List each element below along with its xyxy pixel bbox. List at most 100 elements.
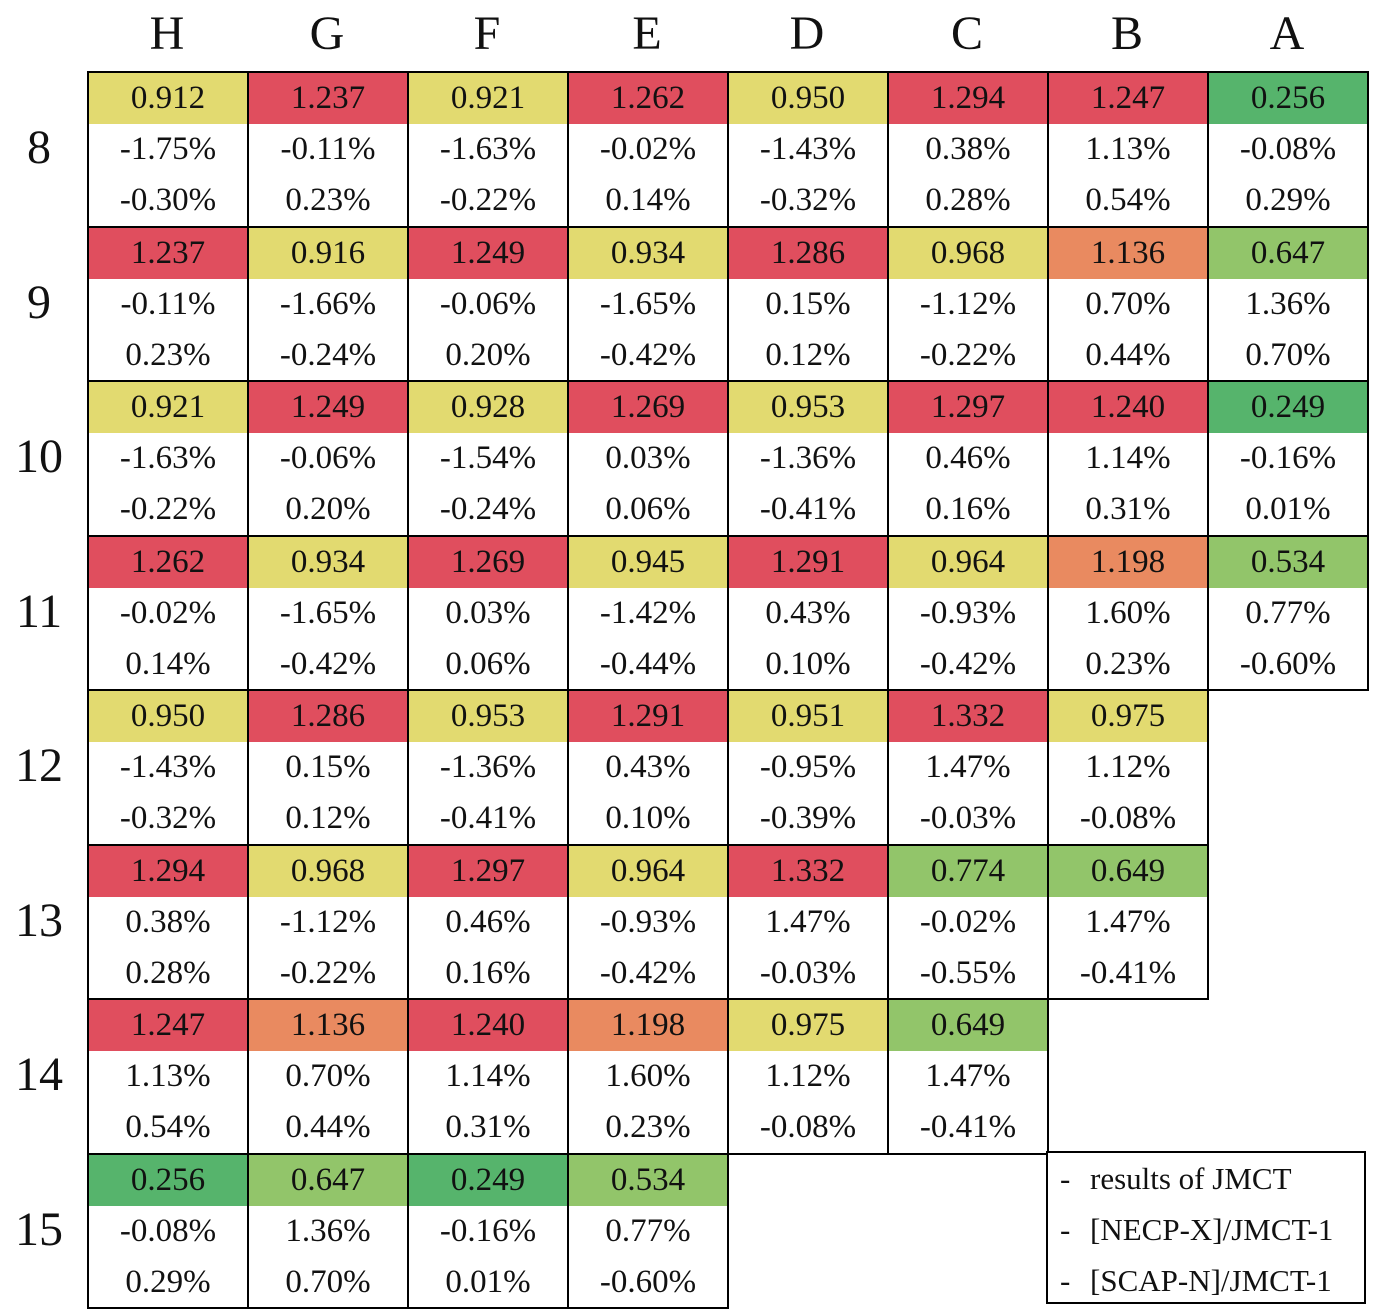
- scap-deviation: -0.30%: [119, 182, 217, 218]
- necp-deviation: -0.02%: [919, 903, 1017, 940]
- jmct-value: 1.294: [889, 73, 1047, 124]
- row-header-11: 11: [15, 584, 63, 638]
- necp-deviation: 0.70%: [285, 1058, 371, 1094]
- row-header-9: 9: [27, 275, 51, 329]
- cell-D-11: 1.291 0.43% 0.10%: [727, 534, 889, 691]
- cell-C-14: 0.649 1.47% -0.41%: [887, 998, 1049, 1155]
- cell-A-8: 0.256 -0.08% 0.29%: [1207, 71, 1369, 228]
- scap-deviation: -0.24%: [439, 491, 537, 527]
- cell-E-15: 0.534 0.77% -0.60%: [567, 1152, 729, 1309]
- necp-deviation: 0.70%: [1085, 285, 1171, 322]
- cell-H-14: 1.247 1.13% 0.54%: [87, 998, 249, 1155]
- cell-G-10: 1.249 -0.06% 0.20%: [247, 380, 409, 537]
- necp-deviation: 0.46%: [925, 440, 1011, 476]
- cell-H-11: 1.262 -0.02% 0.14%: [87, 534, 249, 691]
- row-header-8: 8: [27, 121, 51, 175]
- scap-deviation: -0.55%: [919, 954, 1017, 991]
- necp-deviation: -1.65%: [599, 285, 697, 322]
- scap-deviation: 0.16%: [925, 491, 1011, 527]
- necp-deviation: 0.38%: [925, 131, 1011, 167]
- necp-deviation: -1.43%: [119, 749, 217, 785]
- scap-deviation: -0.24%: [279, 336, 377, 373]
- cell-G-12: 1.286 0.15% 0.12%: [247, 689, 409, 846]
- jmct-value: 1.291: [569, 691, 727, 742]
- column-header-B: B: [1110, 7, 1143, 60]
- column-header-A: A: [1269, 7, 1305, 60]
- cell-F-10: 0.928 -1.54% -0.24%: [407, 380, 569, 537]
- scap-deviation: -0.08%: [1079, 800, 1177, 836]
- necp-deviation: 1.12%: [765, 1058, 851, 1094]
- scap-deviation: -0.08%: [759, 1109, 857, 1145]
- column-header-D: D: [789, 7, 825, 60]
- cell-B-10: 1.240 1.14% 0.31%: [1047, 380, 1209, 537]
- cell-H-8: 0.912 -1.75% -0.30%: [87, 71, 249, 228]
- necp-deviation: 0.15%: [285, 749, 371, 785]
- necp-deviation: -0.11%: [120, 285, 216, 322]
- scap-deviation: -0.42%: [599, 954, 697, 991]
- jmct-value: 1.291: [729, 536, 887, 588]
- cell-A-11: 0.534 0.77% -0.60%: [1207, 534, 1369, 691]
- jmct-value: 1.237: [249, 73, 407, 124]
- necp-deviation: -0.06%: [439, 285, 537, 322]
- jmct-value: 0.950: [89, 691, 247, 742]
- scap-deviation: 0.20%: [285, 491, 371, 527]
- cell-E-8: 1.262 -0.02% 0.14%: [567, 71, 729, 228]
- jmct-value: 1.136: [249, 1000, 407, 1051]
- cell-F-15: 0.249 -0.16% 0.01%: [407, 1152, 569, 1309]
- scap-deviation: -0.41%: [759, 491, 857, 527]
- necp-deviation: -0.95%: [759, 749, 857, 785]
- scap-deviation: 0.54%: [1085, 182, 1171, 218]
- scap-deviation: -0.42%: [599, 336, 697, 373]
- necp-deviation: 1.36%: [1245, 285, 1331, 322]
- scap-deviation: 0.10%: [605, 800, 691, 836]
- necp-deviation: -1.66%: [279, 285, 377, 322]
- scap-deviation: 0.01%: [1245, 491, 1331, 527]
- jmct-value: 0.921: [409, 73, 567, 124]
- necp-deviation: 0.77%: [1245, 594, 1331, 631]
- scap-deviation: 0.14%: [125, 645, 211, 682]
- scap-deviation: -0.32%: [119, 800, 217, 836]
- necp-deviation: -1.36%: [759, 440, 857, 476]
- necp-deviation: 1.60%: [605, 1058, 691, 1094]
- jmct-value: 0.534: [569, 1154, 727, 1206]
- scap-deviation: 0.28%: [925, 182, 1011, 218]
- scap-deviation: 0.12%: [285, 800, 371, 836]
- necp-deviation: -1.12%: [919, 285, 1017, 322]
- scap-deviation: 0.16%: [445, 954, 531, 991]
- cell-F-14: 1.240 1.14% 0.31%: [407, 998, 569, 1155]
- cell-C-12: 1.332 1.47% -0.03%: [887, 689, 1049, 846]
- scap-deviation: 0.12%: [765, 336, 851, 373]
- jmct-value: 0.928: [409, 382, 567, 433]
- cell-D-12: 0.951 -0.95% -0.39%: [727, 689, 889, 846]
- jmct-value: 0.534: [1209, 536, 1367, 588]
- cell-E-12: 1.291 0.43% 0.10%: [567, 689, 729, 846]
- cell-E-13: 0.964 -0.93% -0.42%: [567, 843, 729, 1000]
- scap-deviation: 0.44%: [1085, 336, 1171, 373]
- jmct-value: 1.262: [569, 73, 727, 124]
- row-header-15: 15: [15, 1202, 63, 1256]
- row-header-14: 14: [15, 1048, 63, 1102]
- scap-deviation: -0.44%: [599, 645, 697, 682]
- cell-G-9: 0.916 -1.66% -0.24%: [247, 225, 409, 382]
- scap-deviation: -0.60%: [599, 1263, 697, 1300]
- necp-deviation: -0.02%: [119, 594, 217, 631]
- necp-deviation: -1.75%: [119, 131, 217, 167]
- scap-deviation: -0.03%: [759, 954, 857, 991]
- jmct-value: 1.247: [89, 1000, 247, 1051]
- necp-deviation: -1.42%: [599, 594, 697, 631]
- legend-entry-scap: - [SCAP-N]/JMCT-1: [1060, 1263, 1332, 1298]
- jmct-value: 1.237: [89, 227, 247, 279]
- jmct-value: 0.968: [249, 845, 407, 897]
- cell-C-13: 0.774 -0.02% -0.55%: [887, 843, 1049, 1000]
- jmct-value: 0.950: [729, 73, 887, 124]
- cell-D-10: 0.953 -1.36% -0.41%: [727, 380, 889, 537]
- cell-H-15: 0.256 -0.08% 0.29%: [87, 1152, 249, 1309]
- necp-deviation: 0.38%: [125, 903, 211, 940]
- necp-deviation: -1.36%: [439, 749, 537, 785]
- necp-deviation: -1.54%: [439, 440, 537, 476]
- necp-deviation: 0.03%: [605, 440, 691, 476]
- row-header-10: 10: [15, 430, 63, 484]
- row-header-13: 13: [15, 893, 63, 947]
- necp-deviation: -0.93%: [919, 594, 1017, 631]
